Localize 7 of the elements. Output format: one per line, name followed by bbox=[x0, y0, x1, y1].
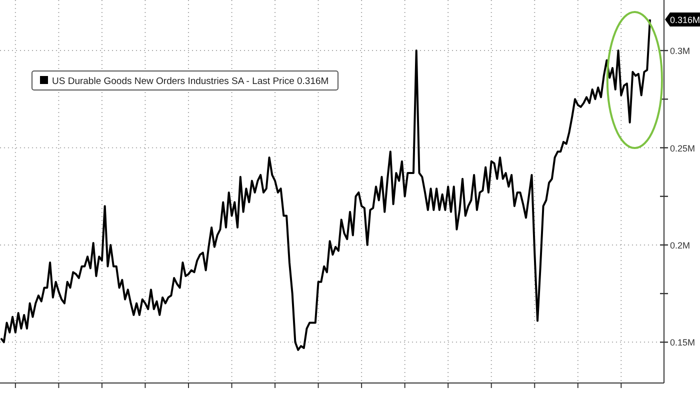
y-tick-label: 0.3M bbox=[670, 46, 690, 56]
text: 0.316M bbox=[670, 14, 700, 25]
line-series bbox=[0, 18, 651, 351]
legend-label: US Durable Goods New Orders Industries SA - Last Price 0.316M bbox=[52, 76, 329, 87]
y-tick-label: 0.15M bbox=[670, 338, 696, 348]
y-tick-label: 0.2M bbox=[670, 240, 690, 250]
y-tick-label: 0.25M bbox=[670, 143, 696, 154]
